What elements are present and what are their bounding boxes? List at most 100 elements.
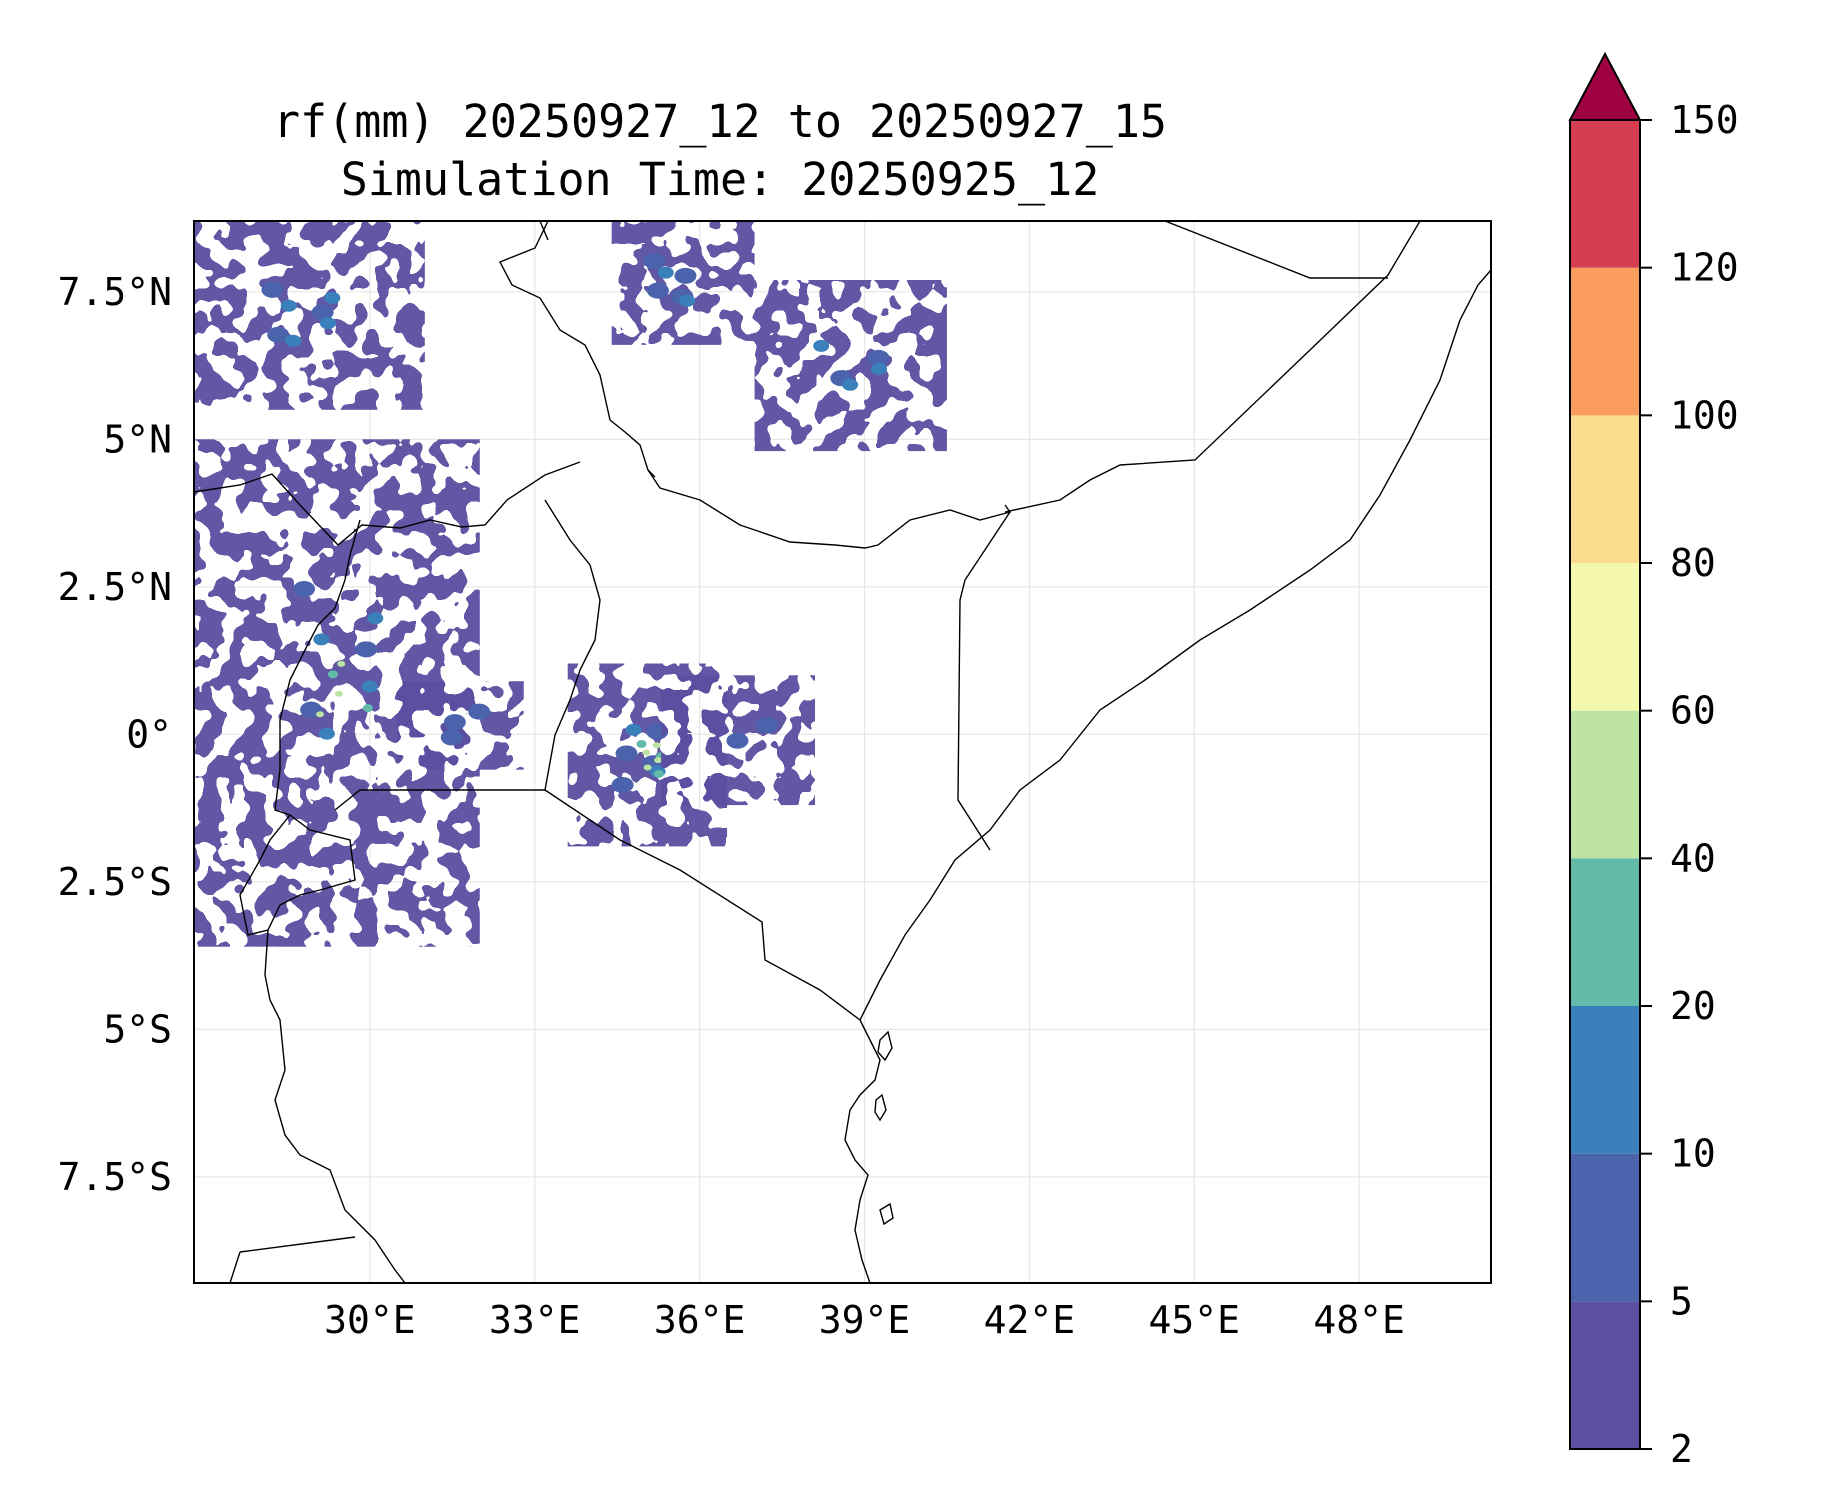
- rain-region: [397, 681, 524, 770]
- colorbar-segment: [1570, 1006, 1640, 1154]
- y-axis-ticks: 7.5°N 5°N 2.5°N 0° 2.5°S 5°S 7.5°S: [58, 270, 172, 1199]
- island-pemba: [874, 1093, 887, 1122]
- rain-region: [661, 675, 816, 806]
- rain-core: [285, 334, 302, 347]
- rain-core: [443, 714, 466, 731]
- rain-core: [643, 253, 666, 270]
- chart-title-line-1: rf(mm) 20250927_12 to 20250927_15: [272, 95, 1168, 148]
- border-tanzania-zambia: [239, 1236, 356, 1253]
- border-uganda-kenya: [544, 499, 601, 791]
- country-borders: [194, 221, 1491, 1283]
- border-uganda-tanzania: [334, 789, 545, 811]
- map-frame: [193, 220, 1492, 1284]
- rain-core: [367, 612, 384, 625]
- x-axis-ticks: 30°E 33°E 36°E 39°E 42°E 45°E 48°E: [324, 1298, 1405, 1342]
- rain-core: [625, 723, 642, 736]
- rain-core: [324, 291, 341, 304]
- x-tick-label: 33°E: [489, 1298, 581, 1342]
- rain-core: [674, 267, 697, 284]
- colorbar-tick-label: 120: [1670, 246, 1739, 290]
- border-djibouti-top: [539, 221, 549, 241]
- rain-core: [319, 317, 336, 330]
- border-tanzania-west: [264, 929, 406, 1283]
- rain-core: [361, 680, 378, 693]
- colorbar: 2 5 10 20 40 60 80 100 120 150: [1568, 51, 1739, 1471]
- rain-core: [440, 729, 463, 746]
- rain-core: [679, 294, 696, 307]
- colorbar-segment: [1570, 1153, 1640, 1302]
- rain-core: [280, 299, 297, 312]
- colorbar-tick-label: 150: [1670, 98, 1739, 142]
- y-tick-label: 0°: [126, 712, 172, 756]
- y-tick-label: 7.5°N: [58, 270, 172, 314]
- border-kenya-somalia: [957, 511, 1011, 851]
- rain-core: [316, 711, 325, 718]
- colorbar-tick-label: 40: [1670, 836, 1716, 880]
- colorbar-tick-label: 20: [1670, 984, 1716, 1028]
- rain-core: [261, 281, 284, 298]
- rain-core: [337, 660, 346, 667]
- border-somaliland: [1164, 221, 1388, 279]
- rain-core: [318, 727, 335, 740]
- rain-core: [813, 339, 830, 352]
- rain-core: [657, 266, 674, 279]
- y-tick-label: 5°N: [103, 417, 172, 461]
- rain-core: [615, 745, 638, 762]
- x-tick-label: 42°E: [984, 1298, 1076, 1342]
- rain-core: [867, 349, 890, 366]
- x-tick-label: 48°E: [1313, 1298, 1405, 1342]
- x-tick-label: 45°E: [1148, 1298, 1240, 1342]
- colorbar-tick-label: 5: [1670, 1279, 1693, 1323]
- island-zanzibar: [877, 1030, 893, 1062]
- border-kenya-tanzania: [544, 789, 861, 1021]
- border-sudan-ethiopia: [499, 221, 656, 478]
- rain-core: [311, 304, 334, 321]
- x-tick-label: 39°E: [819, 1298, 911, 1342]
- coastline-kenya-somalia: [859, 269, 1491, 1021]
- rain-core: [611, 776, 634, 793]
- rain-core: [726, 732, 749, 749]
- rain-core: [267, 326, 290, 343]
- rain-core: [842, 378, 859, 391]
- y-tick-label: 5°S: [103, 1007, 172, 1051]
- rain-core: [871, 362, 888, 375]
- rain-core: [362, 704, 373, 713]
- border-lake-tanganyika-west: [229, 1251, 241, 1283]
- colorbar-tick-label: 10: [1670, 1132, 1716, 1176]
- y-tick-label: 2.5°S: [58, 860, 172, 904]
- x-tick-label: 36°E: [654, 1298, 746, 1342]
- rain-core: [643, 764, 652, 771]
- rain-core: [355, 641, 378, 658]
- rain-region: [611, 221, 755, 345]
- rain-core: [646, 282, 669, 299]
- rain-base: [754, 280, 947, 452]
- border-ethiopia-kenya: [647, 469, 1012, 549]
- island-mafia: [879, 1202, 894, 1226]
- colorbar-segment: [1570, 415, 1640, 563]
- colorbar-segment: [1570, 858, 1640, 1006]
- border-rwanda-burundi: [239, 814, 356, 936]
- border-uganda-drc: [274, 519, 361, 816]
- colorbar-tick-label: 80: [1670, 541, 1716, 585]
- colorbar-segment: [1570, 563, 1640, 711]
- colorbar-segment: [1570, 120, 1640, 268]
- rain-base: [194, 221, 425, 410]
- chart-title-line-2: Simulation Time: 20250925_12: [340, 153, 1100, 206]
- rainfall-contours: [194, 221, 947, 947]
- y-tick-label: 7.5°S: [58, 1155, 172, 1199]
- colorbar-segment: [1570, 267, 1640, 416]
- coastline-east-africa: [844, 1019, 881, 1283]
- colorbar-tick-label: 100: [1670, 393, 1739, 437]
- rain-core: [652, 742, 661, 749]
- rain-core: [636, 740, 647, 749]
- rain-core: [334, 690, 343, 697]
- border-ssudan-kenya: [194, 461, 581, 546]
- colorbar-segment: [1570, 710, 1640, 859]
- colorbar-tick-label: 2: [1670, 1427, 1693, 1471]
- rain-core: [642, 749, 651, 756]
- colorbar-tick-label: 60: [1670, 689, 1716, 733]
- rain-core: [293, 580, 316, 597]
- rain-core: [756, 717, 779, 734]
- rain-core: [327, 670, 338, 679]
